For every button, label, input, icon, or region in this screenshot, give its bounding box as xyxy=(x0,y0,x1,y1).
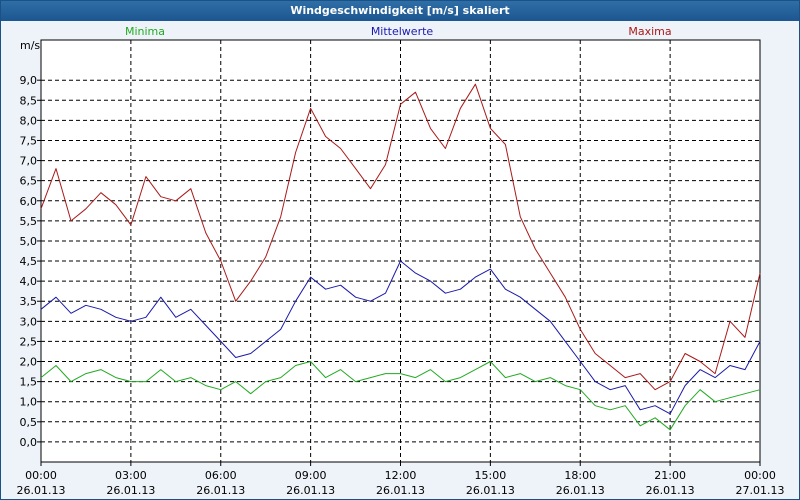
y-tick-label: 7,5 xyxy=(20,134,38,147)
x-tick-time: 21:00 xyxy=(654,469,686,482)
axes: 0,0 0,5 1,0 1,5 2,0 2,5 3,0 3,5 4,0 4,5 5,0 5,5 6,0 6… xyxy=(17,74,785,497)
x-tick-time: 18:00 xyxy=(564,469,596,482)
series-maxima-line xyxy=(40,83,761,391)
y-tick-label: 4,0 xyxy=(20,275,38,288)
y-tick-label: 7,0 xyxy=(20,155,38,168)
legend: Minima Mittelwerte Maxima xyxy=(125,25,672,38)
legend-mittelwerte: Mittelwerte xyxy=(371,25,434,38)
y-tick-label: 2,0 xyxy=(20,356,38,369)
x-tick-date: 27.01.13 xyxy=(736,484,785,497)
y-tick-label: 4,5 xyxy=(20,255,38,268)
y-tick-label: 3,0 xyxy=(20,315,38,328)
y-tick-label: 5,5 xyxy=(20,215,38,228)
series-minima-line xyxy=(40,361,761,431)
x-tick-date: 26.01.13 xyxy=(646,484,695,497)
x-tick-time: 15:00 xyxy=(475,469,507,482)
x-tick-date: 26.01.13 xyxy=(286,484,335,497)
y-tick-label: 9,0 xyxy=(20,74,38,87)
y-tick-label: 6,0 xyxy=(20,195,38,208)
x-tick-time: 12:00 xyxy=(385,469,417,482)
y-tick-label: 0,0 xyxy=(20,436,38,449)
x-tick-time: 09:00 xyxy=(295,469,327,482)
y-tick-label: 1,5 xyxy=(20,376,38,389)
y-tick-label: 8,0 xyxy=(20,114,38,127)
x-tick-date: 26.01.13 xyxy=(466,484,515,497)
series-mittelwerte-line xyxy=(40,260,761,415)
x-tick-date: 26.01.13 xyxy=(556,484,605,497)
legend-minima: Minima xyxy=(125,25,165,38)
x-tick-time: 00:00 xyxy=(744,469,776,482)
legend-maxima: Maxima xyxy=(628,25,671,38)
x-tick-date: 26.01.13 xyxy=(17,484,66,497)
grid xyxy=(41,40,760,462)
window-title: Windgeschwindigkeit [m/s] skaliert xyxy=(1,1,799,21)
y-tick-label: 1,0 xyxy=(20,396,38,409)
x-tick-date: 26.01.13 xyxy=(196,484,245,497)
y-tick-label: 0,5 xyxy=(20,416,38,429)
y-tick-label: 3,5 xyxy=(20,295,38,308)
x-tick-time: 03:00 xyxy=(115,469,147,482)
y-tick-label: 5,0 xyxy=(20,235,38,248)
x-tick-time: 00:00 xyxy=(25,469,57,482)
series xyxy=(40,83,761,431)
y-axis-unit-label: m/s xyxy=(20,39,40,52)
y-tick-label: 8,5 xyxy=(20,94,38,107)
x-tick-date: 26.01.13 xyxy=(106,484,155,497)
x-tick-time: 06:00 xyxy=(205,469,237,482)
y-tick-label: 6,5 xyxy=(20,175,38,188)
y-tick-label: 2,5 xyxy=(20,335,38,348)
x-tick-date: 26.01.13 xyxy=(376,484,425,497)
